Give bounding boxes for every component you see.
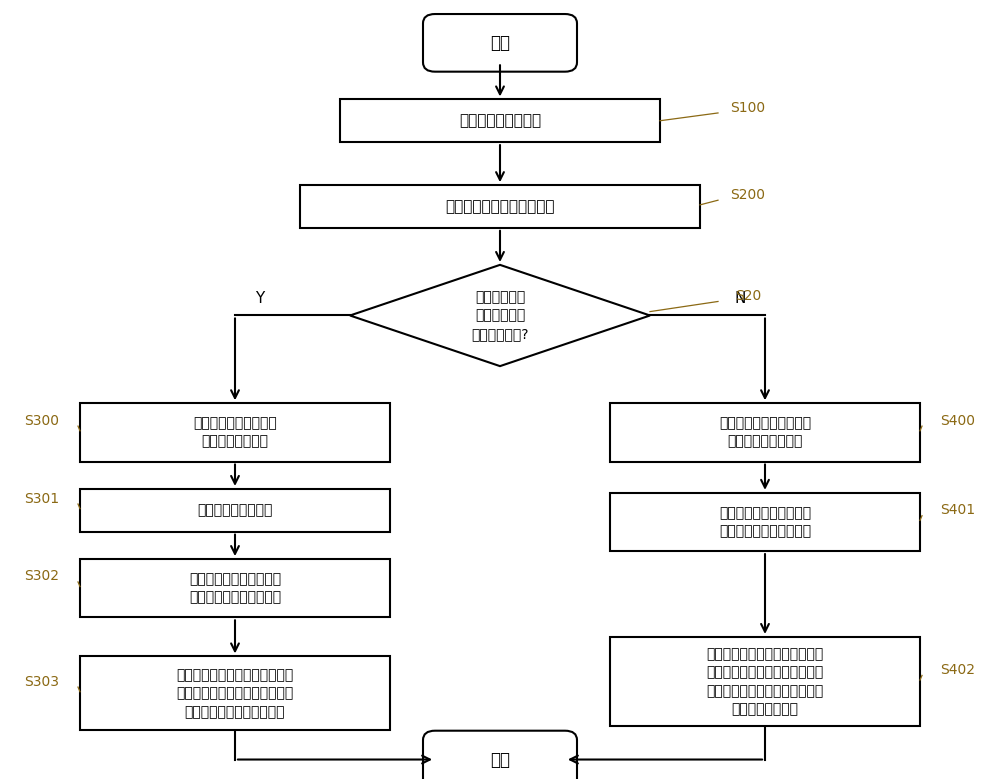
Bar (610, 493, 920, 552)
Bar (80, 656, 390, 731)
Text: S20: S20 (735, 289, 761, 303)
Text: 采集动力电池的温度: 采集动力电池的温度 (459, 113, 541, 129)
Bar (300, 185, 700, 227)
Text: S400: S400 (940, 414, 976, 428)
Text: S301: S301 (24, 492, 60, 506)
Text: S100: S100 (730, 100, 766, 115)
FancyBboxPatch shape (423, 14, 577, 72)
Polygon shape (350, 265, 650, 366)
Bar (610, 637, 920, 726)
Text: 控制动力电池停止充、放电: 控制动力电池停止充、放电 (445, 199, 555, 214)
Text: S402: S402 (940, 663, 976, 677)
Text: Y: Y (255, 291, 265, 306)
Text: S300: S300 (24, 414, 60, 428)
Text: 结束: 结束 (490, 750, 510, 769)
Bar (80, 489, 390, 532)
Bar (80, 404, 390, 461)
Text: 热管理系统是
否对动力电池
进行主动加热?: 热管理系统是 否对动力电池 进行主动加热? (471, 290, 529, 341)
Text: S200: S200 (730, 188, 766, 202)
Text: S401: S401 (940, 503, 976, 517)
Text: 控制热管理系统对动力
电池进行主动加热: 控制热管理系统对动力 电池进行主动加热 (193, 416, 277, 449)
Text: 根据车辆的速度、增程器使能请
求值和功率请求值控制热管理系
统对动力电池进行主动加热: 根据车辆的速度、增程器使能请 求值和功率请求值控制热管理系 统对动力电池进行主动… (176, 668, 294, 719)
Bar (340, 100, 660, 143)
Text: 开始: 开始 (490, 33, 510, 52)
Text: N: N (734, 291, 746, 306)
FancyBboxPatch shape (423, 731, 577, 779)
Text: S303: S303 (24, 675, 60, 689)
Text: 根据车辆的速度、增程器使能请
求值、功率请求值和车辆的行进
需求利用增程式发动机的余热对
动力电池进行加热: 根据车辆的速度、增程器使能请 求值、功率请求值和车辆的行进 需求利用增程式发动机… (706, 647, 824, 716)
Bar (80, 559, 390, 617)
Text: 利用增程式发动机的余热
对动力电池进行加热: 利用增程式发动机的余热 对动力电池进行加热 (719, 416, 811, 449)
Bar (610, 404, 920, 461)
Text: 确定增程器使能请求值和
整车控制器的功率请求值: 确定增程器使能请求值和 整车控制器的功率请求值 (189, 572, 281, 605)
Text: 确定增程器使能请求值和
整车控制器的功率请求值: 确定增程器使能请求值和 整车控制器的功率请求值 (719, 506, 811, 538)
Text: 采集当前车辆的速度: 采集当前车辆的速度 (197, 503, 273, 517)
Text: S302: S302 (24, 569, 60, 583)
